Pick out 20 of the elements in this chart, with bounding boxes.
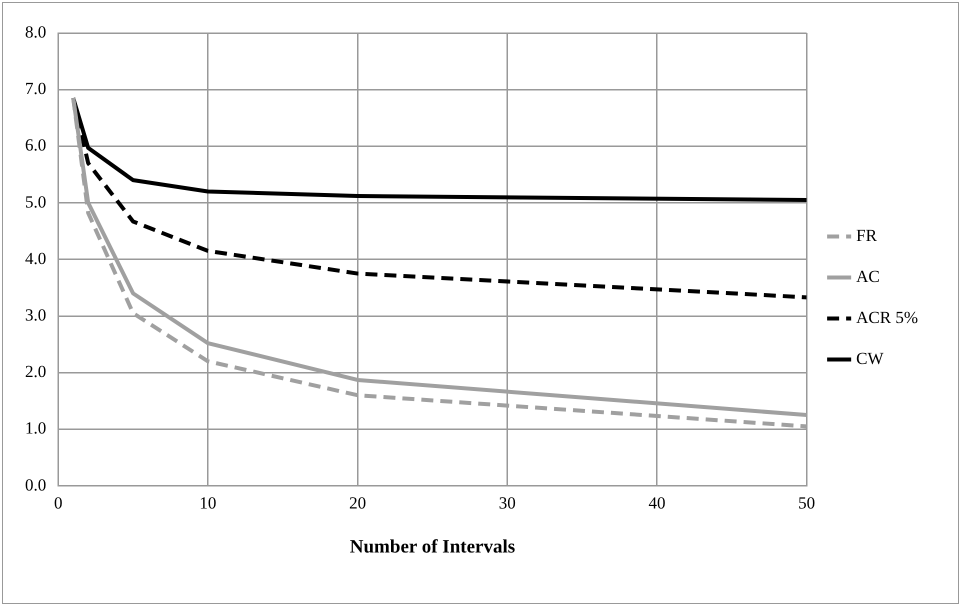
x-tick-label: 40 (648, 493, 666, 512)
x-tick-label: 50 (798, 493, 816, 512)
x-tick-label: 20 (349, 493, 366, 512)
y-tick-label: 5.0 (25, 192, 46, 212)
y-tick-label: 7.0 (25, 79, 46, 98)
y-tick-label: 1.0 (25, 418, 46, 438)
legend-label: ACR 5% (856, 308, 918, 327)
y-tick-label: 4.0 (25, 248, 46, 268)
legend-label: CW (856, 348, 884, 368)
y-tick-label: 8.0 (25, 22, 46, 42)
legend-label: AC (856, 266, 880, 286)
x-tick-label: 10 (199, 493, 216, 512)
y-tick-label: 0.0 (25, 475, 46, 494)
y-tick-label: 2.0 (25, 362, 46, 382)
y-tick-label: 3.0 (25, 305, 46, 324)
x-tick-label: 0 (54, 493, 62, 512)
x-axis-title: Number of Intervals (350, 536, 516, 558)
x-tick-label: 30 (498, 493, 516, 512)
y-tick-label: 6.0 (25, 136, 46, 155)
legend-label: FR (856, 226, 878, 245)
